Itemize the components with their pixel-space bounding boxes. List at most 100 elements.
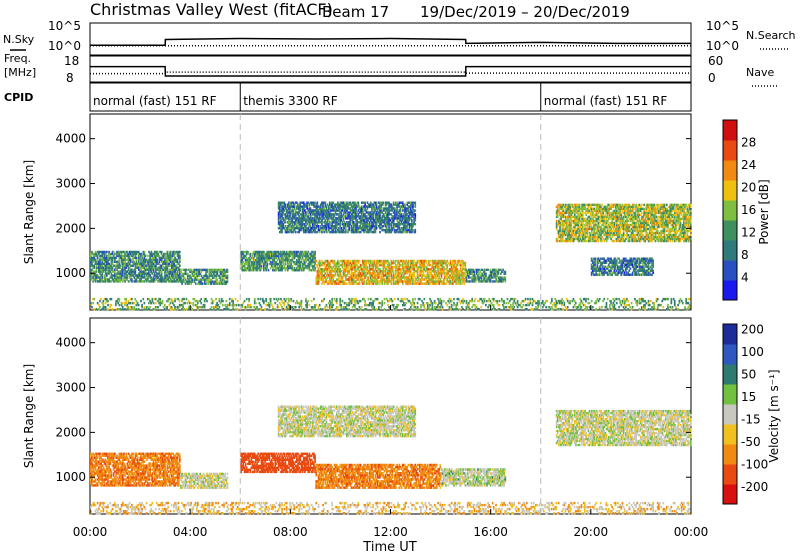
range-cell bbox=[111, 276, 114, 279]
range-cell bbox=[349, 265, 352, 269]
range-cell bbox=[99, 270, 101, 273]
range-cell bbox=[373, 261, 376, 265]
range-cell bbox=[168, 268, 171, 271]
range-cell bbox=[119, 250, 122, 254]
range-cell bbox=[271, 254, 273, 258]
range-cell bbox=[241, 250, 244, 254]
range-cell bbox=[127, 256, 130, 260]
range-cell bbox=[291, 250, 294, 254]
range-cell bbox=[98, 276, 100, 279]
range-cell bbox=[115, 256, 117, 260]
range-cell bbox=[312, 250, 314, 254]
range-cell bbox=[334, 272, 337, 275]
range-cell bbox=[147, 264, 149, 267]
range-cell bbox=[257, 256, 259, 260]
range-cell bbox=[114, 258, 116, 261]
range-cell bbox=[269, 256, 272, 260]
range-cell bbox=[129, 272, 132, 275]
range-cell bbox=[240, 252, 242, 256]
range-cell bbox=[429, 263, 431, 267]
range-cell bbox=[90, 262, 92, 265]
range-cell bbox=[324, 276, 327, 279]
range-cell bbox=[343, 265, 346, 269]
range-cell bbox=[364, 268, 366, 271]
range-cell bbox=[96, 274, 99, 277]
range-cell bbox=[107, 280, 109, 283]
range-cell bbox=[189, 268, 191, 272]
range-cell bbox=[347, 263, 349, 267]
range-cell bbox=[164, 270, 166, 273]
range-cell bbox=[103, 256, 106, 260]
range-cell bbox=[354, 265, 356, 269]
range-cell bbox=[326, 261, 329, 265]
range-cell bbox=[306, 252, 308, 256]
range-cell bbox=[142, 264, 145, 267]
range-cell bbox=[321, 282, 323, 285]
range-cell bbox=[330, 259, 332, 263]
range-cell bbox=[472, 268, 475, 271]
range-cell bbox=[118, 260, 121, 263]
range-cell bbox=[366, 278, 369, 281]
range-cell bbox=[301, 262, 304, 266]
range-cell bbox=[122, 264, 124, 267]
range-cell bbox=[148, 270, 150, 273]
range-cell bbox=[177, 252, 180, 256]
range-cell bbox=[314, 258, 316, 262]
range-cell bbox=[342, 280, 345, 283]
range-cell bbox=[143, 258, 146, 261]
range-cell bbox=[308, 266, 311, 270]
range-cell bbox=[226, 270, 229, 274]
range-cell bbox=[101, 252, 104, 256]
range-cell bbox=[177, 278, 180, 281]
range-cell bbox=[362, 268, 364, 271]
range-cell bbox=[363, 278, 365, 281]
range-cell bbox=[293, 256, 296, 260]
range-cell bbox=[276, 252, 279, 256]
range-cell bbox=[349, 282, 352, 285]
range-cell bbox=[201, 276, 204, 279]
range-cell bbox=[176, 272, 179, 275]
range-cell bbox=[329, 268, 331, 271]
range-cell bbox=[282, 262, 285, 266]
range-cell bbox=[122, 256, 124, 260]
range-cell bbox=[198, 270, 200, 274]
range-cell bbox=[302, 254, 305, 258]
range-cell bbox=[151, 256, 154, 260]
range-cell bbox=[98, 250, 100, 254]
range-cell bbox=[186, 272, 189, 276]
range-cell bbox=[210, 280, 213, 283]
range-cell bbox=[210, 268, 213, 272]
range-cell bbox=[164, 266, 166, 269]
range-cell bbox=[338, 276, 340, 279]
range-cell bbox=[315, 280, 318, 283]
range-cell bbox=[284, 262, 287, 266]
range-cell bbox=[151, 254, 154, 258]
range-cell bbox=[175, 258, 178, 261]
range-cell bbox=[205, 268, 207, 272]
range-cell bbox=[327, 282, 330, 285]
range-cell bbox=[115, 274, 117, 277]
range-cell bbox=[365, 280, 368, 283]
range-cell bbox=[374, 282, 377, 285]
range-cell bbox=[181, 282, 183, 285]
range-cell bbox=[290, 262, 292, 266]
range-cell bbox=[280, 266, 282, 270]
range-cell bbox=[94, 276, 97, 279]
range-cell bbox=[324, 278, 327, 281]
range-cell bbox=[153, 254, 156, 258]
range-cell bbox=[174, 266, 177, 269]
range-cell bbox=[281, 256, 283, 260]
range-cell bbox=[140, 260, 142, 263]
range-cell bbox=[106, 268, 108, 271]
range-cell bbox=[347, 265, 349, 269]
range-cell bbox=[274, 269, 277, 272]
range-cell bbox=[166, 258, 169, 261]
range-cell bbox=[152, 262, 155, 265]
range-cell bbox=[240, 256, 242, 260]
range-cell bbox=[169, 260, 172, 263]
range-cell bbox=[210, 282, 213, 285]
range-cell bbox=[247, 266, 249, 270]
range-cell bbox=[341, 261, 344, 265]
range-cell bbox=[186, 276, 189, 279]
range-cell bbox=[183, 280, 186, 283]
